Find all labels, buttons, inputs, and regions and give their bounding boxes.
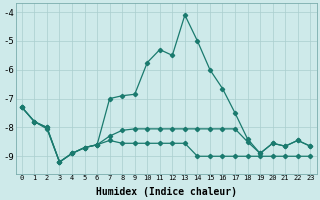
X-axis label: Humidex (Indice chaleur): Humidex (Indice chaleur) — [96, 186, 236, 197]
